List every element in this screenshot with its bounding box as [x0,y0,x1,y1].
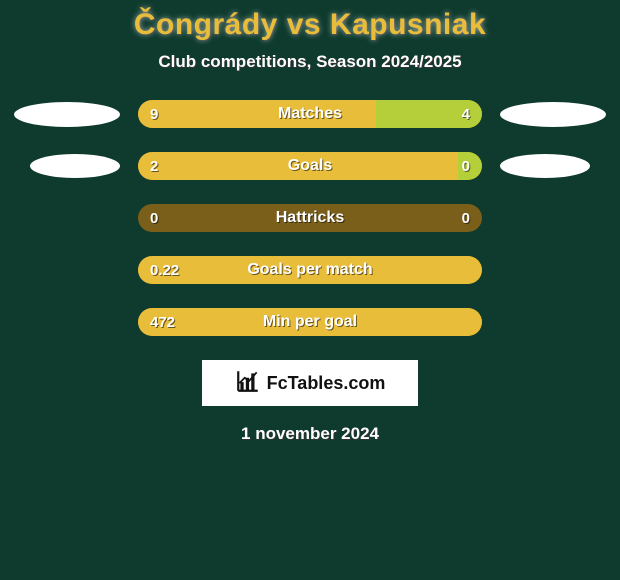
fctables-logo: FcTables.com [202,360,418,406]
player-right-marker [500,102,606,127]
stat-bar-left-segment [138,308,482,336]
stat-label: Hattricks [138,204,482,232]
stat-row: Min per goal472 [0,308,620,336]
placeholder [14,218,120,219]
stat-bar: Goals per match0.22 [138,256,482,284]
chart-icon [235,368,261,399]
logo-text: FcTables.com [267,373,386,394]
generated-date: 1 november 2024 [0,424,620,444]
placeholder [500,322,606,323]
stat-bar-left-segment [138,256,482,284]
stats-rows: Matches94 Goals20 Hattricks0 0 Goals per mat… [0,100,620,336]
stat-bar: Goals20 [138,152,482,180]
stat-bar-right-segment [458,152,482,180]
stat-row: Hattricks0 0 [0,204,620,232]
player-right-marker [500,154,590,178]
placeholder [14,322,120,323]
stat-bar: Min per goal472 [138,308,482,336]
stat-bar-right-segment [376,100,482,128]
placeholder [500,270,606,271]
stat-row: Goals20 [0,152,620,180]
page-title: Čongrády vs Kapusniak [0,8,620,42]
stat-bar-left-segment [138,152,458,180]
stat-bar: Matches94 [138,100,482,128]
player-left-marker [30,154,120,178]
stat-value-right: 0 [462,204,470,232]
stat-bar: Hattricks0 0 [138,204,482,232]
stat-value-left: 0 [150,204,158,232]
comparison-infographic: Čongrády vs Kapusniak Club competitions,… [0,0,620,444]
placeholder [14,270,120,271]
placeholder [500,218,606,219]
stat-row: Matches94 [0,100,620,128]
stat-row: Goals per match0.22 [0,256,620,284]
stat-bar-left-segment [138,100,376,128]
player-left-marker [14,102,120,127]
subtitle: Club competitions, Season 2024/2025 [0,52,620,72]
